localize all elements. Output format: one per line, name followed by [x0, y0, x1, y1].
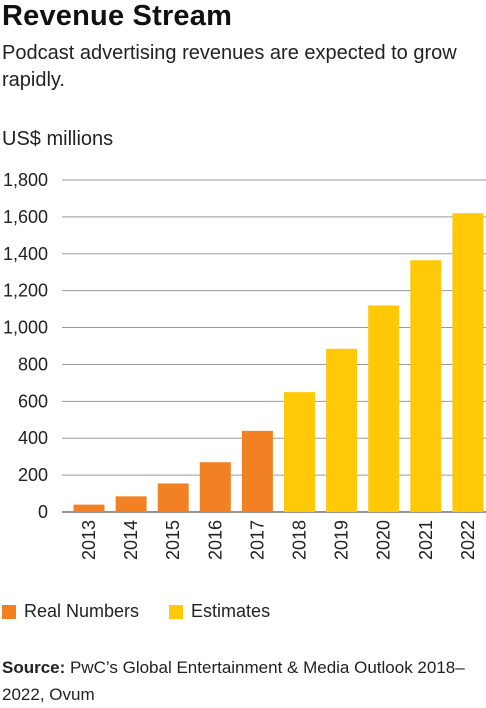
chart-subtitle: Podcast advertising revenues are expecte…: [2, 42, 457, 91]
y-tick-label: 200: [18, 465, 48, 485]
bar-2022: [452, 213, 484, 512]
bar-2015: [157, 483, 189, 512]
x-tick-label-2022: 2022: [458, 520, 478, 560]
bar-2021: [410, 260, 442, 512]
bar-chart: 0 200 400 600 800 1,000 1,200 1,400 1,600 1,800 20…: [3, 170, 486, 560]
legend-label-estimates: Estimates: [191, 601, 271, 621]
legend-item-estimates: Estimates: [169, 601, 270, 622]
legend-item-real-numbers: Real Numbers: [2, 601, 139, 622]
x-tick-label-2017: 2017: [247, 520, 267, 560]
x-tick-label-2018: 2018: [290, 520, 310, 560]
y-tick-label: 1,400: [3, 244, 48, 264]
legend-label-real-numbers: Real Numbers: [24, 601, 140, 621]
bar-2019: [326, 348, 358, 512]
bar-2013: [73, 504, 105, 512]
bar-2017: [241, 430, 273, 512]
bar-2020: [368, 305, 400, 512]
legend-swatch-real-numbers: [2, 604, 16, 619]
y-tick-label: 400: [18, 428, 48, 448]
bar-2018: [284, 392, 315, 512]
x-tick-label-2021: 2021: [416, 520, 436, 560]
x-tick-label-2016: 2016: [205, 520, 225, 560]
legend-swatch-estimates: [169, 604, 184, 619]
y-tick-label: 600: [18, 391, 48, 411]
source-label: Source:: [2, 658, 66, 677]
y-tick-label: 1,600: [3, 207, 48, 227]
y-tick-label: 1,000: [3, 318, 48, 338]
y-tick-label: 800: [18, 354, 48, 374]
chart-title: Revenue Stream: [2, 0, 233, 32]
x-tick-label-2015: 2015: [163, 520, 183, 560]
x-tick-label-2014: 2014: [121, 520, 141, 560]
source-note: Source: PwC’s Global Entertainment & Med…: [2, 654, 486, 708]
source-text: PwC’s Global Entertainment & Media Outlo…: [2, 658, 465, 704]
legend: Real Numbers Estimates: [2, 601, 300, 622]
x-tick-label-2013: 2013: [79, 520, 99, 560]
y-tick-label: 1,800: [3, 170, 48, 190]
y-tick-label: 1,200: [3, 281, 48, 301]
bar-2014: [115, 496, 147, 512]
x-tick-label-2019: 2019: [332, 520, 352, 560]
y-axis-unit-label: US$ millions: [2, 128, 114, 150]
bar-2016: [199, 462, 231, 512]
x-tick-label-2020: 2020: [374, 520, 394, 560]
y-tick-label: 0: [38, 502, 48, 522]
